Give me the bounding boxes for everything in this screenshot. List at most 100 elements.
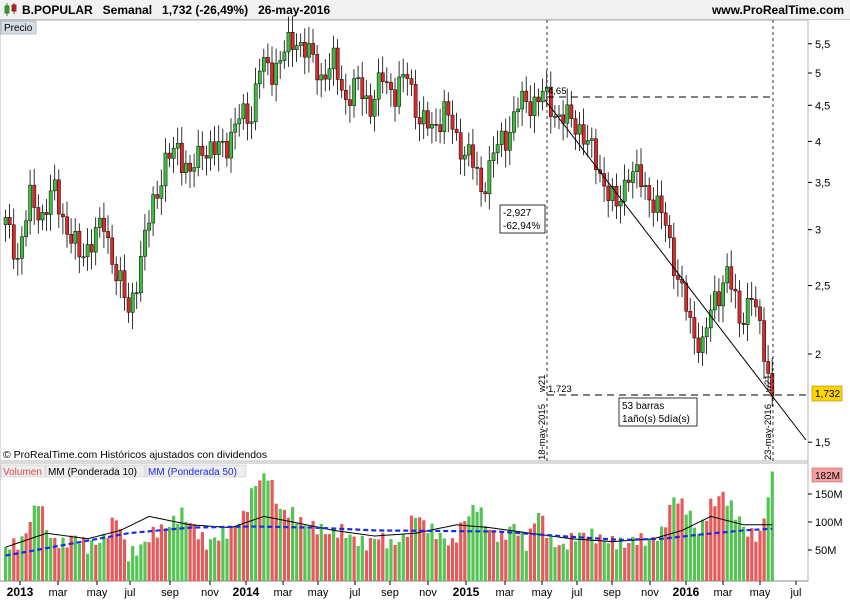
volume-bar [561, 543, 565, 581]
volume-bar [475, 511, 479, 581]
volume-bar [660, 526, 664, 581]
site-link[interactable]: www.ProRealTime.com [711, 3, 844, 17]
candle-body [130, 292, 135, 313]
candle-body [286, 32, 291, 53]
candle-body [725, 266, 730, 284]
candle-body [106, 231, 110, 239]
start-date-label: 18-may-2015 [537, 404, 548, 460]
candle-body [585, 140, 590, 145]
candle-body [626, 179, 631, 183]
candle-body [467, 144, 471, 156]
candle-body [245, 103, 250, 124]
volume-bar [221, 527, 225, 581]
volume-bar [569, 533, 573, 581]
candle-body [762, 320, 766, 362]
volume-bar [163, 528, 168, 581]
candle-body [413, 84, 418, 118]
volume-bar [114, 520, 118, 581]
candle-body [278, 60, 283, 64]
volume-bar [623, 547, 627, 581]
volume-bar [713, 506, 717, 581]
candle-body [171, 147, 176, 159]
candle-body [454, 128, 459, 134]
candle-body [352, 78, 356, 106]
candle-body [704, 327, 709, 338]
time-tick-label: sep [161, 587, 179, 599]
candle-body [16, 258, 20, 260]
time-tick-label: mar [49, 587, 68, 599]
volume-bar [61, 537, 65, 581]
candle-body [139, 256, 143, 293]
candle-body [44, 212, 49, 215]
candle-body [294, 45, 299, 50]
volume-bar [36, 506, 40, 581]
volume-bar [49, 537, 53, 581]
volume-bar [229, 526, 233, 581]
time-tick-label: jul [348, 587, 360, 599]
candle-body [749, 297, 754, 300]
candle-body [126, 297, 131, 313]
volume-tick-label: 50M [815, 545, 836, 557]
volume-bar [131, 546, 135, 581]
volume-bar [323, 534, 327, 581]
candle-body [631, 171, 635, 183]
volume-bar [332, 527, 336, 581]
candle-body [471, 144, 475, 168]
volume-bar [770, 471, 774, 581]
volume-bar [69, 535, 73, 581]
volume-bar [4, 547, 8, 581]
candle-body [221, 141, 225, 143]
candle-body [11, 224, 16, 260]
volume-bar [286, 517, 291, 581]
time-tick-label: mar [496, 587, 515, 599]
volume-bar [582, 532, 586, 581]
volume-bar [762, 518, 766, 581]
volume-bar [709, 498, 713, 581]
volume-bar [340, 523, 344, 581]
volume-bar [717, 496, 721, 581]
candle-body [69, 234, 74, 244]
price-tab[interactable] [0, 20, 37, 35]
candle-body [676, 275, 680, 280]
candlestick-icon[interactable] [4, 3, 18, 16]
volume-bar [684, 514, 688, 581]
volume-bar [450, 538, 455, 581]
volume-bar [442, 538, 446, 581]
volume-bar [664, 527, 668, 581]
volume-bar [434, 539, 438, 581]
volume-bar [541, 515, 545, 581]
volume-bar [594, 543, 598, 581]
time-tick-label: may [308, 587, 329, 599]
candle-body [85, 244, 90, 258]
copyright-label: © ProRealTime.com Históricos ajustados c… [3, 449, 267, 461]
volume-bar [733, 519, 737, 581]
candle-body [290, 32, 295, 50]
candle-body [737, 290, 742, 324]
price-panel[interactable] [0, 19, 809, 462]
volume-bar [405, 536, 409, 581]
time-tick-label: sep [381, 587, 399, 599]
volume-bar [742, 526, 746, 581]
volume-bar [344, 537, 348, 581]
volume-bar [20, 536, 24, 581]
candle-body [565, 104, 570, 124]
candle-body [192, 167, 197, 172]
candle-body [651, 199, 656, 213]
volume-bar [159, 524, 163, 581]
candle-body [102, 217, 106, 232]
volume-bar [364, 550, 368, 581]
candle-body [430, 124, 434, 129]
volume-bar [188, 522, 192, 581]
instrument-title: B.POPULAR Semanal 1,732 (-26,49%) 26-may… [22, 3, 331, 17]
price-tick-label: 2 [815, 349, 821, 361]
candle-body [729, 266, 734, 290]
price-axis: 5,5 5 4,5 4 3,5 3 2,5 2 1,5 [808, 39, 830, 449]
volume-bar [385, 548, 389, 581]
volume-bar [65, 547, 69, 581]
volume-bar [500, 532, 504, 581]
candle-body [405, 74, 410, 79]
chart-header: B.POPULAR Semanal 1,732 (-26,49%) 26-may… [0, 0, 850, 20]
time-tick-label: jul [789, 587, 801, 599]
volume-bar [692, 527, 696, 581]
